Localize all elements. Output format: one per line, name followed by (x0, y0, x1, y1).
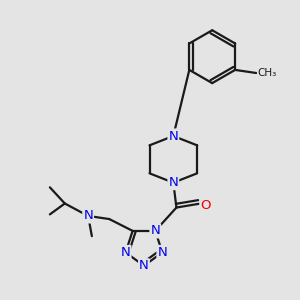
Text: N: N (169, 130, 178, 142)
Text: N: N (121, 246, 130, 259)
Text: N: N (169, 176, 178, 189)
Text: O: O (200, 199, 211, 212)
Text: CH₃: CH₃ (258, 68, 277, 78)
Text: N: N (83, 209, 93, 222)
Text: N: N (139, 259, 149, 272)
Text: N: N (150, 224, 160, 237)
Text: N: N (158, 246, 167, 259)
